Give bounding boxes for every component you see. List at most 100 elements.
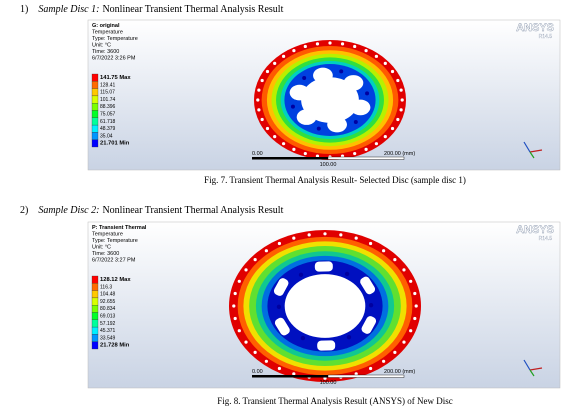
legend-label: 80.834 <box>100 306 116 312</box>
result-info: Time: 3600 <box>92 49 119 55</box>
disc-vent-hole <box>413 291 417 296</box>
disc-bolt <box>298 272 304 278</box>
disc-vent-hole <box>369 241 373 246</box>
disc-vent-hole <box>307 233 311 237</box>
disc-vent-hole <box>277 241 281 246</box>
legend-swatch <box>91 88 99 97</box>
scale-bar-light <box>327 374 405 378</box>
disc-cutout <box>296 109 317 125</box>
disc-vent-hole <box>277 366 281 371</box>
scale-bar-dark <box>252 375 328 378</box>
legend-swatch <box>91 283 99 291</box>
ansys-logo: ANSYS <box>516 224 554 236</box>
disc-vent-hole <box>339 233 343 237</box>
disc-vent-hole <box>253 257 257 262</box>
disc-vent-hole <box>265 69 270 74</box>
disc-slot <box>317 340 336 351</box>
legend-swatch <box>91 132 99 140</box>
disc-vent-hole <box>409 329 413 333</box>
legend-label: 21.728 Min <box>100 343 130 349</box>
legend-swatch <box>91 95 99 104</box>
disc-vent-hole <box>369 366 373 371</box>
section-label: Sample Disc 2: <box>38 205 99 216</box>
disc-slot <box>361 316 377 334</box>
legend-swatch <box>91 319 99 328</box>
disc-vent-hole <box>253 350 257 355</box>
disc-vent-hole <box>393 257 397 262</box>
axis-y <box>523 141 531 153</box>
scale-start: 0.00 <box>252 151 263 157</box>
disc-vent-hole <box>281 54 286 58</box>
result-info: Unit: °C <box>92 245 111 251</box>
disc-slot <box>360 276 376 295</box>
disc-vent-hole <box>292 236 296 240</box>
result-info: Type: Temperature <box>92 238 138 244</box>
disc-vent-hole <box>402 340 406 344</box>
section-label: Sample Disc 1: <box>38 4 99 15</box>
result-info: Unit: °C <box>92 43 111 49</box>
legend-swatch <box>91 81 99 89</box>
disc-vent-hole <box>396 117 400 122</box>
disc-vent-hole <box>260 117 264 122</box>
legend-swatch <box>91 275 99 284</box>
disc-vent-hole <box>233 291 237 296</box>
disc-cutout <box>289 84 310 101</box>
legend-swatch <box>91 341 99 350</box>
legend-label: 33.549 <box>100 335 116 341</box>
disc-vent-hole <box>244 268 248 272</box>
legend-label: 61.718 <box>100 119 116 125</box>
legend-swatch <box>91 124 99 133</box>
disc-vent-hole <box>281 142 286 146</box>
result-info: Temperature <box>92 232 123 238</box>
disc-bolt <box>368 302 374 308</box>
disc-vent-hole <box>257 108 261 112</box>
ansys-version: R14.5 <box>539 236 553 242</box>
legend-label: 75.057 <box>100 112 116 118</box>
legend-label: 128.41 <box>100 82 116 88</box>
result-info: Temperature <box>92 30 123 36</box>
disc-vent-hole <box>323 232 327 236</box>
scale-mid: 100.00 <box>320 162 337 168</box>
disc-vent-hole <box>256 98 260 102</box>
legend-label: 116.3 <box>100 284 112 290</box>
disc-vent-hole <box>353 44 357 49</box>
disc-vent-hole <box>292 49 296 53</box>
disc-vent-hole <box>383 61 387 65</box>
legend-label: 45.371 <box>100 328 116 334</box>
disc-vent-hole <box>353 151 357 156</box>
legend-swatch <box>91 139 99 148</box>
disc-vent-hole <box>273 61 277 65</box>
legend-label: 35.04 <box>100 133 113 139</box>
section-text: Nonlinear Transient Thermal Analysis Res… <box>102 205 283 216</box>
disc-vent-hole <box>374 142 379 146</box>
disc-vent-hole <box>303 151 307 156</box>
scale-bar-light <box>327 156 405 160</box>
legend-label: 128.12 Max <box>100 277 131 283</box>
legend-label: 141.75 Max <box>100 75 131 81</box>
disc-vent-hole <box>232 304 236 308</box>
figure-caption: Fig. 8. Transient Thermal Analysis Resul… <box>217 396 453 406</box>
result-name: G: original <box>92 23 120 29</box>
disc-vent-hole <box>390 69 395 74</box>
ansys-version: R14.5 <box>539 34 553 40</box>
ansys-logo: ANSYS <box>516 22 554 34</box>
figure-caption: Fig. 7. Transient Thermal Analysis Resul… <box>204 175 466 185</box>
scale-bar-dark <box>252 157 328 160</box>
disc-vent-hole <box>303 44 307 49</box>
result-info: Type: Temperature <box>92 36 138 42</box>
axis-y <box>523 359 531 371</box>
disc-cutout <box>327 116 347 133</box>
disc-vent-hole <box>382 359 386 363</box>
disc-vent-hole <box>237 329 241 333</box>
scale-mid: 100.00 <box>320 380 337 386</box>
scale-end: 200.00 (mm) <box>384 151 415 157</box>
result-info: Time: 3600 <box>92 251 119 257</box>
disc-vent-hole <box>399 88 403 92</box>
legend-swatch <box>91 297 99 306</box>
disc-bolt <box>302 75 307 80</box>
disc-vent-hole <box>382 249 386 253</box>
legend-label: 92.655 <box>100 299 116 305</box>
